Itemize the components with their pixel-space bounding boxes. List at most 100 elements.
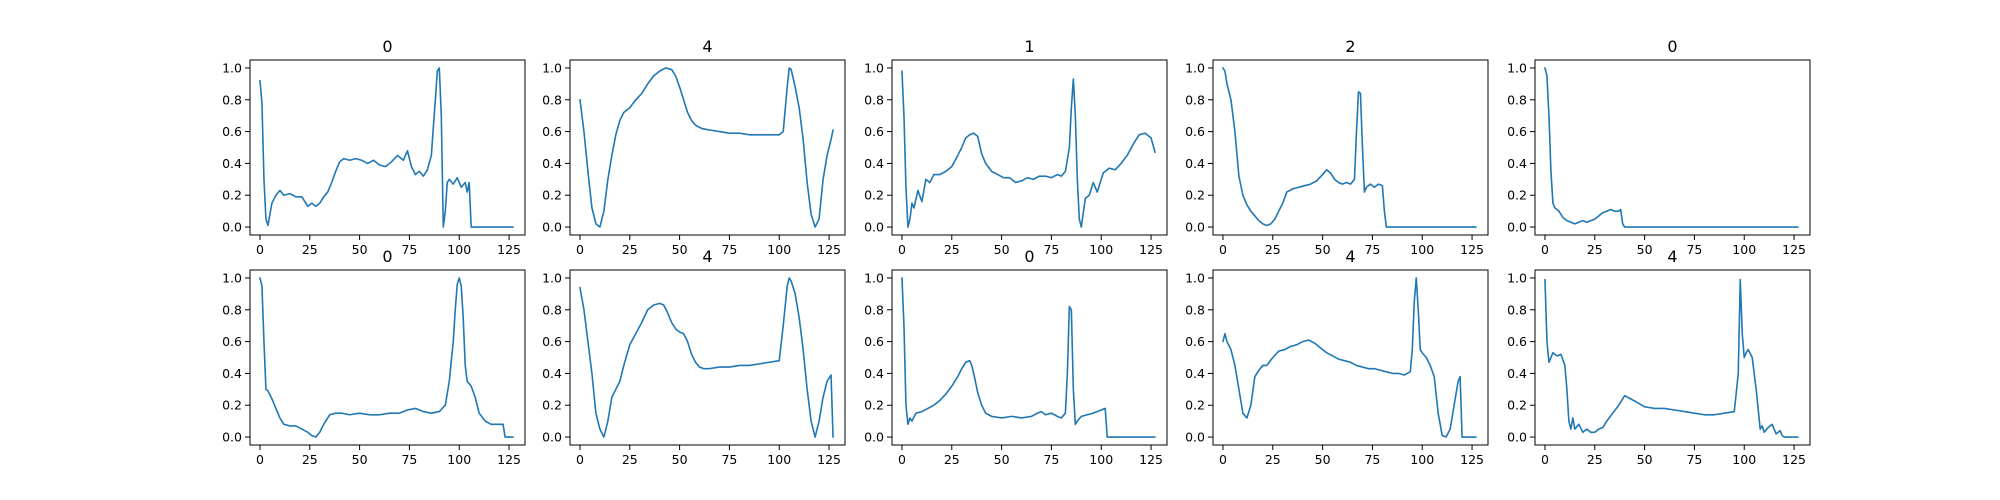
y-tick-label: 0.4 (222, 366, 242, 381)
y-tick-label: 0.6 (222, 124, 242, 139)
y-tick-label: 0.0 (1185, 430, 1205, 445)
y-tick-label: 0.0 (864, 430, 884, 445)
y-tick-label: 0.6 (542, 334, 562, 349)
subplot-title: 0 (1667, 37, 1677, 56)
x-tick-label: 125 (1460, 452, 1484, 467)
x-tick-label: 125 (1782, 452, 1806, 467)
axes-frame (569, 269, 846, 446)
y-tick-label: 0.8 (222, 302, 242, 317)
axes-frame (249, 59, 526, 236)
x-tick-label: 25 (622, 452, 638, 467)
x-tick-label: 125 (1139, 242, 1163, 257)
subplot-title: 4 (1345, 247, 1355, 266)
x-tick-label: 100 (767, 242, 791, 257)
y-tick-label: 0.2 (542, 398, 562, 413)
x-tick-label: 50 (672, 242, 688, 257)
axes-frame (1534, 59, 1811, 236)
subplot-title: 4 (1667, 247, 1677, 266)
y-tick-label: 0.2 (542, 188, 562, 203)
x-tick-label: 0 (898, 452, 906, 467)
subplot-title: 4 (702, 37, 712, 56)
x-tick-label: 50 (1637, 242, 1653, 257)
y-tick-label: 0.6 (864, 124, 884, 139)
x-tick-label: 75 (721, 242, 737, 257)
x-tick-label: 25 (1587, 452, 1603, 467)
x-tick-label: 50 (994, 452, 1010, 467)
y-tick-label: 0.6 (1185, 334, 1205, 349)
x-tick-label: 100 (447, 452, 471, 467)
x-tick-label: 75 (1043, 452, 1059, 467)
y-tick-label: 1.0 (542, 270, 562, 285)
x-tick-label: 0 (898, 242, 906, 257)
subplot-title: 4 (702, 247, 712, 266)
series-line (901, 70, 1156, 228)
y-tick-label: 0.4 (222, 156, 242, 171)
y-tick-label: 0.2 (222, 398, 242, 413)
x-tick-label: 25 (944, 452, 960, 467)
y-tick-label: 0.8 (1507, 302, 1527, 317)
y-tick-label: 0.2 (222, 188, 242, 203)
x-tick-label: 100 (1089, 242, 1113, 257)
y-tick-label: 0.6 (1507, 334, 1527, 349)
x-tick-label: 125 (497, 452, 521, 467)
x-tick-label: 25 (302, 242, 318, 257)
x-tick-label: 0 (1219, 452, 1227, 467)
subplot-title: 1 (1024, 37, 1034, 56)
series-line (259, 277, 514, 438)
y-tick-label: 0.4 (1185, 156, 1205, 171)
axes-frame (1212, 269, 1489, 446)
subplot-9: 4 0 25 50 75 100 125 0.0 0.2 0.4 0.6 0.8 1.0 (1507, 247, 1811, 467)
y-tick-label: 0.4 (542, 366, 562, 381)
x-tick-label: 75 (1364, 452, 1380, 467)
x-tick-label: 25 (1265, 242, 1281, 257)
y-tick-label: 0.6 (1185, 124, 1205, 139)
y-tick-label: 1.0 (1507, 270, 1527, 285)
x-tick-label: 100 (767, 452, 791, 467)
y-tick-label: 1.0 (222, 270, 242, 285)
subplot-1: 4 0 25 50 75 100 125 0.0 0.2 0.4 0.6 0.8 1.0 (542, 37, 846, 257)
y-tick-label: 0.0 (542, 220, 562, 235)
y-tick-label: 0.6 (1507, 124, 1527, 139)
y-tick-label: 1.0 (1507, 60, 1527, 75)
x-tick-label: 75 (1686, 452, 1702, 467)
axes-frame (1534, 269, 1811, 446)
axes-frame (249, 269, 526, 446)
x-tick-label: 125 (1139, 452, 1163, 467)
y-tick-label: 0.2 (1507, 398, 1527, 413)
x-tick-label: 50 (994, 242, 1010, 257)
series-line (259, 67, 514, 228)
x-tick-label: 50 (1315, 452, 1331, 467)
subplot-2: 1 0 25 50 75 100 125 0.0 0.2 0.4 0.6 0.8 1.0 (864, 37, 1168, 257)
x-tick-label: 75 (1043, 242, 1059, 257)
subplot-4: 0 0 25 50 75 100 125 0.0 0.2 0.4 0.6 0.8 1.0 (1507, 37, 1811, 257)
x-tick-label: 75 (1686, 242, 1702, 257)
y-tick-label: 0.2 (1185, 398, 1205, 413)
subplot-7: 0 0 25 50 75 100 125 0.0 0.2 0.4 0.6 0.8 1.0 (864, 247, 1168, 467)
x-tick-label: 0 (576, 242, 584, 257)
subplot-8: 4 0 25 50 75 100 125 0.0 0.2 0.4 0.6 0.8 1.0 (1185, 247, 1489, 467)
x-tick-label: 100 (1410, 452, 1434, 467)
x-tick-label: 50 (352, 242, 368, 257)
x-tick-label: 125 (497, 242, 521, 257)
x-tick-label: 50 (1637, 452, 1653, 467)
x-tick-label: 0 (256, 452, 264, 467)
subplot-title: 0 (1024, 247, 1034, 266)
x-tick-label: 125 (817, 452, 841, 467)
y-tick-label: 0.6 (864, 334, 884, 349)
x-tick-label: 75 (401, 452, 417, 467)
y-tick-label: 0.4 (864, 156, 884, 171)
y-tick-label: 0.2 (1185, 188, 1205, 203)
x-tick-label: 100 (447, 242, 471, 257)
y-tick-label: 0.6 (222, 334, 242, 349)
subplot-6: 4 0 25 50 75 100 125 0.0 0.2 0.4 0.6 0.8 1.0 (542, 247, 846, 467)
x-tick-label: 0 (1541, 452, 1549, 467)
x-tick-label: 25 (302, 452, 318, 467)
y-tick-label: 0.2 (864, 398, 884, 413)
axes-frame (569, 59, 846, 236)
y-tick-label: 0.0 (222, 430, 242, 445)
x-tick-label: 0 (1541, 242, 1549, 257)
y-tick-label: 0.6 (542, 124, 562, 139)
subplot-title: 2 (1345, 37, 1355, 56)
series-line (579, 67, 834, 228)
